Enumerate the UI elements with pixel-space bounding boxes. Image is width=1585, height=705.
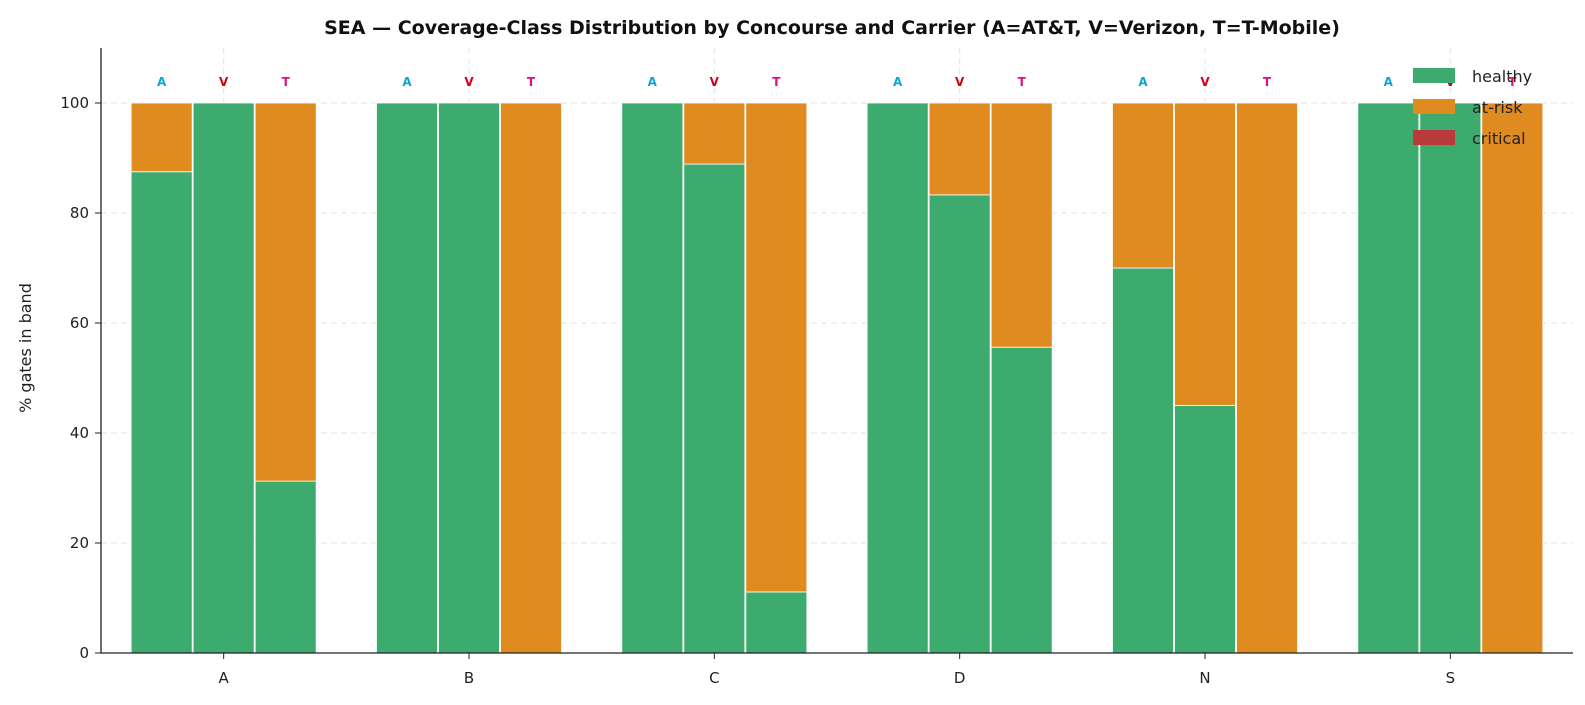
bar-segment-N-V-healthy: [1174, 405, 1236, 654]
y-tick-label: 40: [70, 424, 89, 442]
bar-segment-N-A-at-risk: [1112, 102, 1174, 269]
legend: healthy at-risk critical: [1413, 67, 1532, 148]
bar-segment-A-A-at-risk: [130, 102, 193, 173]
legend-label-at-risk: at-risk: [1472, 98, 1523, 117]
y-tick-label: 0: [79, 644, 89, 662]
carrier-label-N-V: V: [1200, 75, 1210, 89]
carrier-label-D-V: V: [955, 75, 965, 89]
carrier-label-N-A: A: [1138, 75, 1148, 89]
bar-segment-C-V-at-risk: [683, 102, 746, 165]
carrier-label-A-A: A: [157, 75, 167, 89]
carrier-label-D-T: T: [1018, 75, 1027, 89]
x-tick-label: N: [1199, 669, 1210, 687]
x-tick-label: D: [954, 669, 966, 687]
carrier-label-B-T: T: [527, 75, 536, 89]
bar-segment-A-T-at-risk: [254, 102, 317, 482]
y-axis-label: % gates in band: [16, 283, 35, 413]
bar-segment-D-T-at-risk: [990, 102, 1053, 348]
bar-segment-C-T-at-risk: [745, 102, 808, 593]
legend-label-critical: critical: [1472, 129, 1526, 148]
carrier-label-S-A: A: [1384, 75, 1394, 89]
carrier-label-C-V: V: [710, 75, 720, 89]
legend-swatch-at-risk: [1413, 99, 1455, 114]
carrier-label-S-T: T: [1508, 75, 1517, 89]
bar-segment-B-V-healthy: [438, 102, 500, 654]
x-tick-label: B: [464, 669, 474, 687]
bar-segment-C-A-healthy: [621, 102, 684, 654]
bar-segment-C-V-healthy: [683, 163, 746, 654]
grid-layer: [101, 48, 1573, 654]
carrier-label-A-V: V: [219, 75, 229, 89]
legend-label-healthy: healthy: [1472, 67, 1532, 86]
bar-segment-B-T-at-risk: [500, 102, 562, 654]
bar-segment-N-A-healthy: [1112, 267, 1174, 654]
bar-segment-S-T-at-risk: [1481, 102, 1544, 654]
bar-segment-A-A-healthy: [130, 171, 193, 654]
bar-segment-S-V-healthy: [1419, 102, 1482, 654]
bar-segment-S-A-healthy: [1357, 102, 1420, 654]
bars-layer: [130, 102, 1544, 654]
axes-layer: 0 20 40 60 80 100 A B C D N S: [60, 48, 1573, 687]
carrier-label-B-A: A: [402, 75, 412, 89]
y-tick-label: 100: [60, 94, 89, 112]
y-tick-label: 20: [70, 534, 89, 552]
carrier-labels-layer: AVTAVTAVTAVTAVTAVT: [157, 75, 1517, 89]
legend-swatch-critical: [1413, 130, 1455, 145]
bar-segment-N-T-at-risk: [1236, 102, 1298, 654]
chart-title: SEA — Coverage-Class Distribution by Con…: [324, 17, 1340, 39]
bar-segment-C-T-healthy: [745, 591, 808, 654]
bar-segment-D-A-healthy: [866, 102, 929, 654]
bar-segment-N-V-at-risk: [1174, 102, 1236, 406]
bar-segment-D-T-healthy: [990, 346, 1053, 654]
carrier-label-C-T: T: [772, 75, 781, 89]
bar-segment-B-A-healthy: [376, 102, 438, 654]
x-tick-label: C: [709, 669, 719, 687]
bar-segment-A-V-healthy: [192, 102, 255, 654]
x-tick-label: A: [219, 669, 230, 687]
bar-segment-D-V-at-risk: [928, 102, 991, 196]
carrier-label-A-T: T: [282, 75, 291, 89]
legend-swatch-healthy: [1413, 68, 1455, 83]
bar-segment-A-T-healthy: [254, 480, 317, 654]
y-tick-label: 80: [70, 204, 89, 222]
carrier-label-D-A: A: [893, 75, 903, 89]
y-tick-label: 60: [70, 314, 89, 332]
bar-segment-D-V-healthy: [928, 194, 991, 654]
carrier-label-B-V: V: [464, 75, 474, 89]
carrier-label-N-T: T: [1263, 75, 1272, 89]
x-tick-label: S: [1446, 669, 1456, 687]
carrier-label-C-A: A: [648, 75, 658, 89]
